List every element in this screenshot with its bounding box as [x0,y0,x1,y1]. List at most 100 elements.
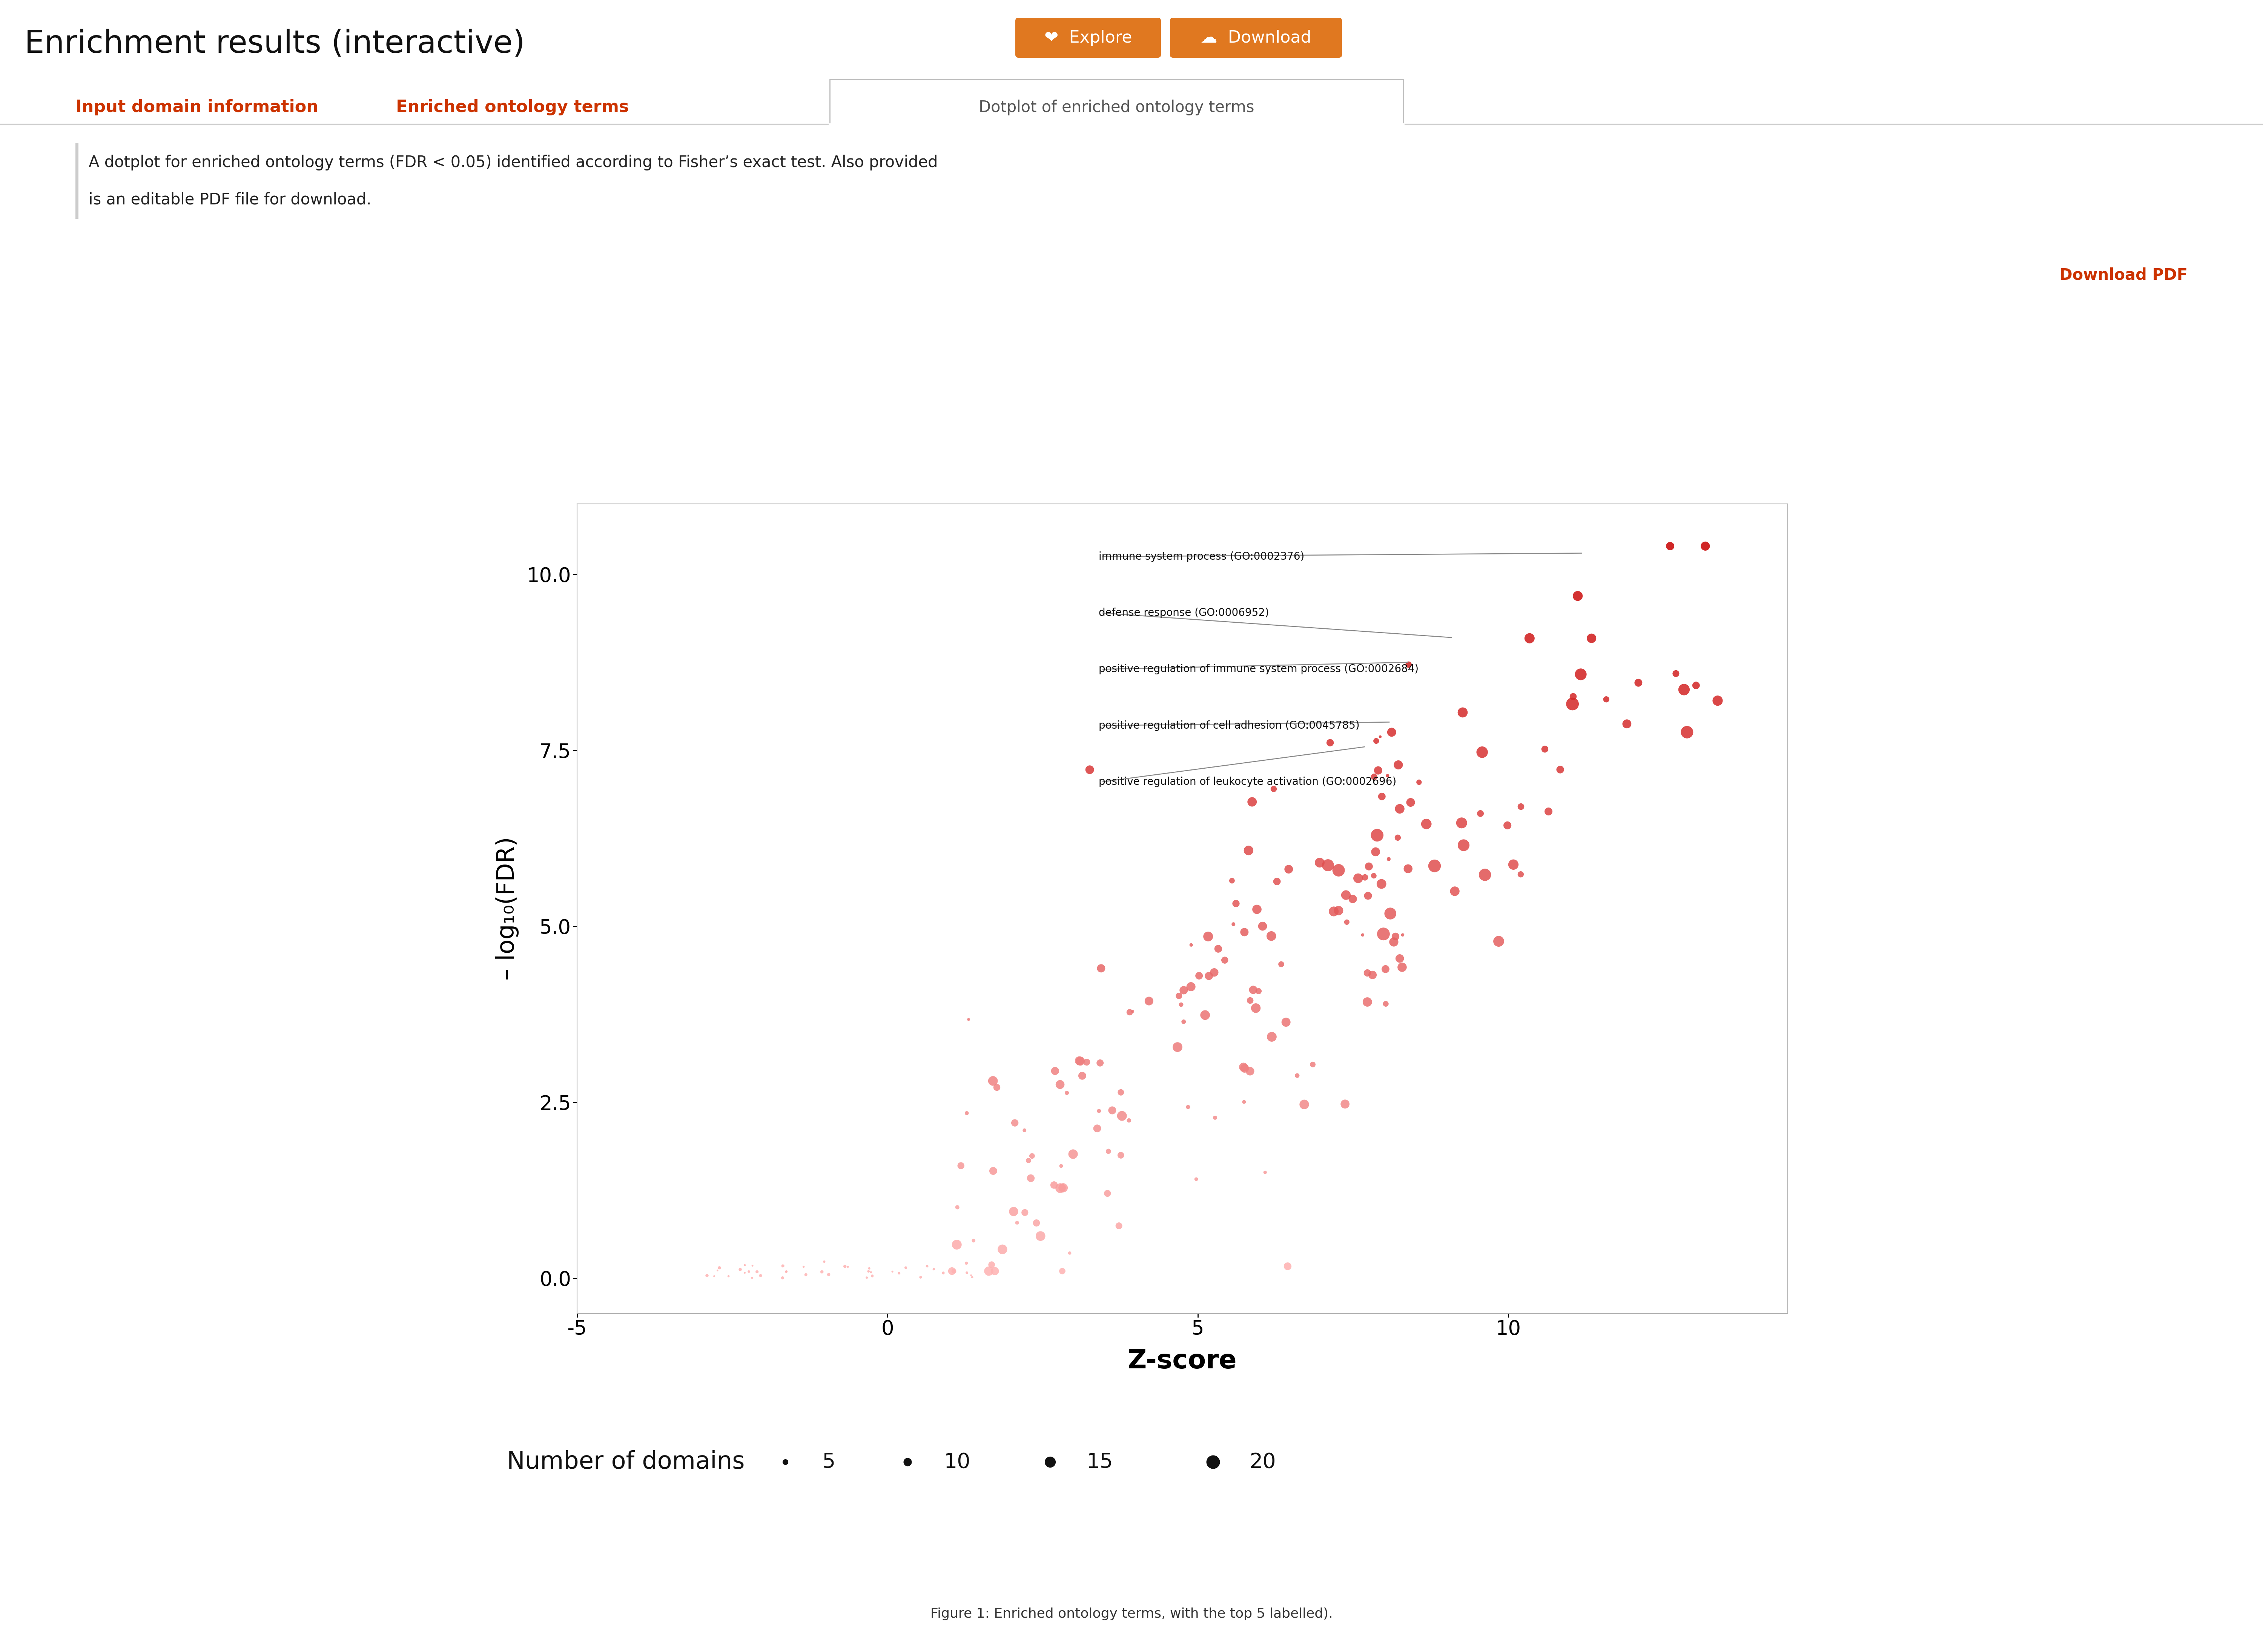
Point [1437,877,1473,904]
Point [1362,871,1399,897]
Point [1541,757,1577,783]
Point [1356,763,1392,790]
Point [1263,952,1299,978]
Point [831,1254,867,1280]
Point [1385,953,1421,980]
Y-axis label: – log₁₀(FDR): – log₁₀(FDR) [496,838,518,980]
Point [1446,833,1482,859]
Point [971,1257,1007,1284]
Point [810,1262,846,1289]
Point [950,1006,987,1032]
Text: Download PDF: Download PDF [2059,268,2188,282]
Point [1102,1142,1138,1168]
Point [697,1264,733,1290]
Point [948,1251,984,1277]
Point [735,1252,772,1279]
Point [1652,534,1688,560]
Point [1349,960,1385,986]
Point [1245,914,1281,940]
Point [1215,910,1251,937]
Point [1084,955,1120,981]
Point [1573,624,1609,651]
Point [937,1257,973,1284]
Point [702,1254,738,1280]
Point [1380,752,1417,778]
Point [1559,583,1595,610]
Point [978,1257,1014,1284]
Point [699,1257,735,1284]
Point [1111,1107,1147,1133]
Point [1279,1062,1315,1089]
Point [1609,710,1645,737]
Point [1247,1160,1283,1186]
Point [1048,1080,1084,1107]
Point [1666,676,1702,702]
Point [740,1259,776,1285]
Point [1256,776,1292,803]
Point [1528,735,1564,762]
Point [1231,838,1267,864]
Point [1503,793,1539,819]
Bar [75,144,79,218]
Point [1213,867,1249,894]
Point [984,1236,1021,1262]
Point [1270,856,1306,882]
Point [1383,945,1419,971]
Text: 15: 15 [1086,1452,1113,1472]
Point [1061,1047,1098,1074]
Point [742,1262,778,1289]
Point [1100,1213,1136,1239]
Point [1267,1009,1303,1036]
Point [1480,928,1516,955]
Point [917,1256,953,1282]
Point [1322,857,1358,884]
Point [1376,928,1412,955]
Point [1163,991,1199,1018]
Point [1170,1094,1206,1120]
Text: immune system process (GO:0002376): immune system process (GO:0002376) [1098,552,1303,562]
Bar [831,79,1403,124]
Point [711,1264,747,1290]
Point [1688,534,1724,560]
Point [1589,686,1625,712]
Point [1238,895,1274,922]
Point [1227,1056,1263,1082]
Point [1385,922,1421,948]
Point [1132,988,1168,1014]
Point [1179,1166,1215,1193]
Point [1082,1097,1118,1123]
Point [853,1259,889,1285]
Point [1073,757,1109,783]
Point [996,1198,1032,1224]
Point [1181,963,1217,990]
Point [731,1259,767,1285]
Point [1328,909,1365,935]
Point [948,1100,984,1127]
Point [1360,757,1396,783]
Point [1043,1257,1079,1284]
Point [1313,730,1349,757]
Point [1199,935,1236,961]
Point [1555,691,1591,717]
Point [1294,1051,1331,1077]
Point [1659,661,1695,687]
Point [1360,823,1396,849]
Point [1392,790,1428,816]
Point [1231,1057,1267,1084]
Point [1161,983,1197,1009]
Point [1055,1142,1091,1168]
Point [1344,922,1380,948]
Point [806,1249,842,1275]
Point [939,1231,975,1257]
Point [1195,1449,1231,1475]
Point [1389,651,1426,677]
Point [1032,1449,1068,1475]
Point [1079,1115,1116,1142]
Point [1238,995,1274,1021]
Point [1227,1089,1263,1115]
Point [849,1264,885,1290]
Point [1315,899,1351,925]
Point [1197,1105,1233,1132]
Point [1358,729,1394,755]
Point [1036,1171,1073,1198]
